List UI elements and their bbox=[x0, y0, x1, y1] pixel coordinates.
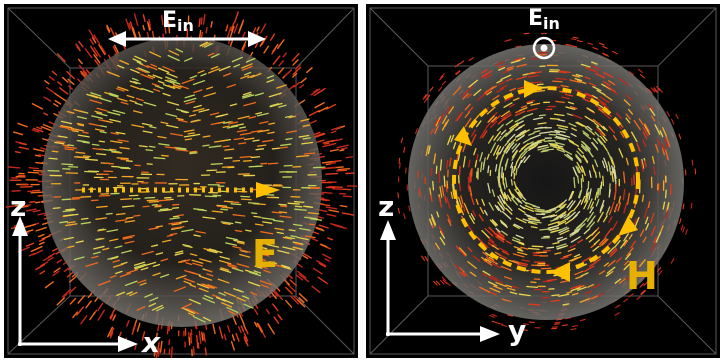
nanoparticle-sphere bbox=[42, 37, 322, 327]
z-axis-arrow-icon bbox=[12, 216, 28, 236]
circulation-arrow-icon bbox=[618, 216, 638, 236]
electric-field-render bbox=[5, 7, 358, 358]
arrow-left-icon bbox=[108, 31, 126, 47]
magnetic-field-render bbox=[369, 7, 717, 355]
incident-field-label: Ein bbox=[162, 8, 194, 36]
circulation-arrow-icon bbox=[550, 262, 570, 282]
field-type-letter: H bbox=[626, 254, 658, 298]
circulation-loop bbox=[452, 86, 640, 274]
axis-label-horizontal: x bbox=[142, 326, 161, 358]
arrow-right-icon bbox=[248, 31, 266, 47]
axis-label-horizontal: y bbox=[508, 314, 527, 347]
x-axis-arrow-icon bbox=[118, 336, 138, 352]
field-arrow-head bbox=[256, 182, 280, 198]
electric-field-panel: Ein E z x bbox=[4, 4, 358, 358]
field-type-letter: E bbox=[252, 232, 278, 276]
out-of-plane-icon bbox=[532, 36, 556, 60]
axis-label-vertical: z bbox=[378, 190, 395, 223]
out-of-plane-dot-icon bbox=[540, 44, 548, 52]
field-vectors-circulating bbox=[417, 51, 672, 306]
incident-field-label: Ein bbox=[528, 6, 560, 34]
axis-label-vertical: z bbox=[10, 190, 27, 223]
magnetic-field-panel: Ein H z y bbox=[366, 4, 720, 358]
z-axis-arrow-icon bbox=[380, 220, 396, 240]
y-axis-arrow-icon bbox=[480, 326, 500, 342]
circulation-arrow-icon bbox=[454, 126, 472, 146]
field-vectors-inner bbox=[47, 41, 326, 323]
circulation-arrow-icon bbox=[524, 80, 542, 98]
